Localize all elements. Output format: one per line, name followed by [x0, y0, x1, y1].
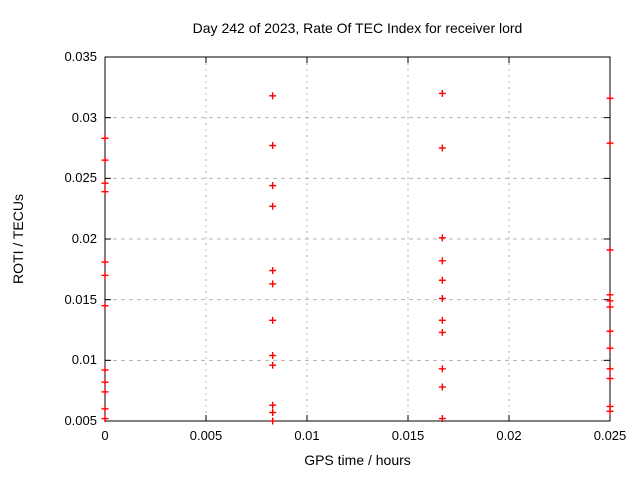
x-tick-label: 0 [101, 428, 109, 443]
x-tick-label: 0.015 [391, 428, 425, 443]
y-tick-label: 0.01 [71, 352, 97, 368]
y-tick-label: 0.005 [64, 413, 97, 428]
y-tick-label: 0.015 [64, 291, 97, 307]
plot-border [104, 56, 611, 422]
y-tick-label: 0.02 [71, 231, 97, 246]
x-tick-label: 0.01 [294, 428, 320, 443]
y-tick-label: 0.025 [64, 170, 97, 186]
x-axis-title: GPS time / hours [304, 452, 411, 468]
chart-title: Day 242 of 2023, Rate Of TEC Index for r… [192, 20, 523, 36]
y-tick-label: 0.03 [71, 109, 97, 125]
x-tick-label: 0.02 [496, 428, 522, 443]
y-tick-label: 0.035 [64, 49, 97, 64]
x-tick-label: 0.005 [189, 428, 223, 443]
x-tick-label: 0.025 [593, 428, 627, 443]
